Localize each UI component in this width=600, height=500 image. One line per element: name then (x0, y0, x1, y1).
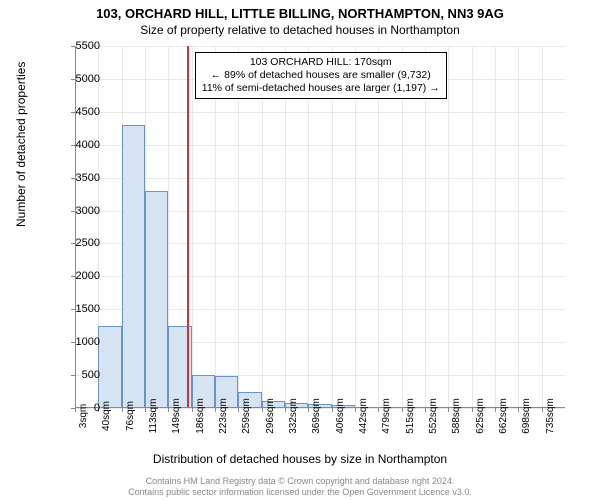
gridline-v (192, 46, 193, 408)
footer-line-1: Contains HM Land Registry data © Crown c… (0, 476, 600, 487)
xtick-label: 113sqm (148, 399, 159, 434)
ytick-label: 5500 (60, 40, 100, 52)
ytick-label: 4000 (60, 139, 100, 151)
gridline-v (238, 46, 239, 408)
xtick-mark (285, 408, 286, 412)
xtick-label: 186sqm (195, 398, 206, 434)
gridline-v (355, 46, 356, 408)
xtick-label: 735sqm (545, 398, 556, 434)
gridline-v (378, 46, 379, 408)
y-axis-label: Number of detached properties (14, 62, 28, 227)
xtick-mark (355, 408, 356, 412)
xtick-label: 369sqm (311, 398, 322, 434)
chart-container: 103, ORCHARD HILL, LITTLE BILLING, NORTH… (0, 0, 600, 500)
ytick-label: 1000 (60, 336, 100, 348)
marker-line (187, 46, 189, 408)
xtick-mark (332, 408, 333, 412)
ytick-label: 500 (60, 369, 100, 381)
xtick-label: 332sqm (288, 398, 299, 434)
x-axis-label: Distribution of detached houses by size … (0, 452, 600, 466)
xtick-label: 442sqm (358, 398, 369, 434)
xtick-mark (472, 408, 473, 412)
annotation-line-2: ← 89% of detached houses are smaller (9,… (202, 69, 440, 82)
ytick-label: 5000 (60, 73, 100, 85)
gridline-v (495, 46, 496, 408)
ytick-label: 2500 (60, 237, 100, 249)
ytick-label: 3500 (60, 172, 100, 184)
xtick-label: 259sqm (241, 398, 252, 434)
ytick-label: 4500 (60, 106, 100, 118)
xtick-label: 149sqm (171, 398, 182, 434)
gridline-h (75, 178, 565, 179)
footer-line-2: Contains public sector information licen… (0, 487, 600, 498)
xtick-label: 406sqm (335, 398, 346, 434)
xtick-label: 76sqm (125, 401, 136, 431)
xtick-label: 223sqm (218, 398, 229, 434)
ytick-label: 3000 (60, 205, 100, 217)
xtick-mark (495, 408, 496, 412)
gridline-h (75, 112, 565, 113)
sub-title: Size of property relative to detached ho… (0, 21, 600, 37)
ytick-label: 1500 (60, 303, 100, 315)
gridline-v (332, 46, 333, 408)
histogram-bar (98, 326, 121, 408)
xtick-mark (192, 408, 193, 412)
ytick-label: 2000 (60, 270, 100, 282)
xtick-mark (215, 408, 216, 412)
xtick-label: 3sqm (78, 404, 89, 428)
xtick-mark (145, 408, 146, 412)
xtick-mark (378, 408, 379, 412)
gridline-v (542, 46, 543, 408)
gridline-v (215, 46, 216, 408)
gridline-v (518, 46, 519, 408)
annotation-line-1: 103 ORCHARD HILL: 170sqm (202, 56, 440, 69)
gridline-v (472, 46, 473, 408)
xtick-label: 662sqm (498, 398, 509, 434)
annotation-line-3: 11% of semi-detached houses are larger (… (202, 82, 440, 95)
xtick-label: 552sqm (428, 398, 439, 434)
xtick-mark (122, 408, 123, 412)
xtick-label: 479sqm (381, 398, 392, 434)
xtick-label: 40sqm (101, 401, 112, 431)
xtick-mark (238, 408, 239, 412)
xtick-label: 296sqm (265, 398, 276, 434)
gridline-v (402, 46, 403, 408)
xtick-mark (542, 408, 543, 412)
xtick-mark (262, 408, 263, 412)
plot-area: 103 ORCHARD HILL: 170sqm← 89% of detache… (75, 46, 565, 408)
gridline-v (308, 46, 309, 408)
xtick-mark (518, 408, 519, 412)
gridline-v (285, 46, 286, 408)
gridline-v (448, 46, 449, 408)
gridline-v (262, 46, 263, 408)
xtick-label: 515sqm (405, 398, 416, 434)
histogram-bar (145, 191, 168, 408)
y-axis-line (75, 46, 76, 408)
gridline-h (75, 145, 565, 146)
xtick-label: 698sqm (521, 398, 532, 434)
xtick-mark (308, 408, 309, 412)
plot-region: 103 ORCHARD HILL: 170sqm← 89% of detache… (75, 46, 565, 408)
xtick-label: 625sqm (475, 398, 486, 434)
main-title: 103, ORCHARD HILL, LITTLE BILLING, NORTH… (0, 0, 600, 21)
xtick-mark (425, 408, 426, 412)
xtick-label: 588sqm (451, 398, 462, 434)
gridline-h (75, 46, 565, 47)
xtick-mark (168, 408, 169, 412)
annotation-box: 103 ORCHARD HILL: 170sqm← 89% of detache… (195, 52, 447, 99)
histogram-bar (122, 125, 145, 408)
xtick-mark (448, 408, 449, 412)
gridline-v (425, 46, 426, 408)
xtick-mark (402, 408, 403, 412)
footer-attribution: Contains HM Land Registry data © Crown c… (0, 476, 600, 498)
